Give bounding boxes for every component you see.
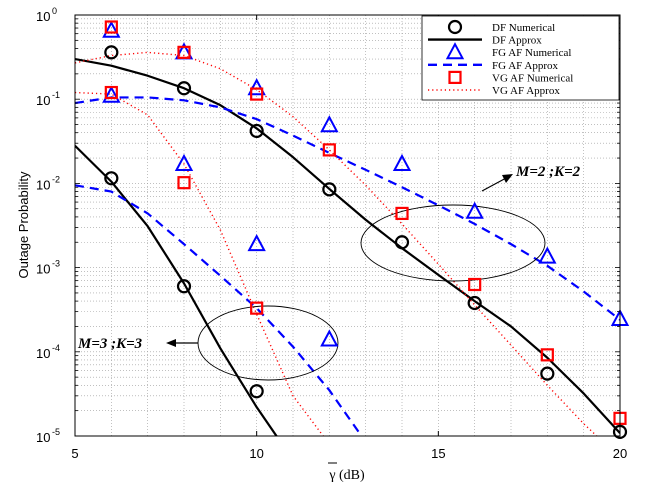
data-point-df-numerical-m2	[249, 123, 264, 139]
annotation-m3k3: M=3 ;K=3	[77, 336, 198, 352]
y-tick-label: 10	[36, 262, 50, 277]
data-point-vg-af-numerical-m2	[177, 45, 191, 59]
series-line-fg-af-approx-m2	[75, 96, 620, 321]
data-point-df-numerical-m3	[249, 384, 264, 399]
y-axis-label: Outage Probability	[16, 171, 31, 278]
data-point-fg-af-numerical-m2	[247, 78, 266, 96]
y-tick-label: 10	[36, 93, 50, 108]
x-tick-label: 15	[431, 446, 445, 461]
series-line-fg-af-approx-m3	[75, 184, 363, 436]
plot-frame	[74, 14, 621, 437]
legend-item: DF Numerical	[447, 19, 555, 35]
legend-marker-circle	[447, 19, 463, 35]
data-point-df-numerical-m3	[176, 279, 192, 294]
legend-item: FG AF Numerical	[445, 42, 571, 60]
data-point-df-numerical-m2	[540, 366, 555, 381]
data-point-fg-af-numerical-m2	[102, 20, 121, 38]
x-axis-label: γ (dB)	[328, 462, 365, 483]
data-point-fg-af-numerical-m2	[465, 201, 484, 219]
series-line-df-approx-m2	[75, 57, 620, 434]
y-tick-label: 10	[36, 9, 50, 24]
data-point-fg-af-numerical-m3	[102, 85, 121, 103]
y-tick-label: 10	[36, 430, 50, 445]
data-point-df-numerical-m2	[322, 182, 337, 197]
legend-label: DF Numerical	[492, 22, 555, 34]
series-lines	[75, 51, 620, 436]
x-tick-label: 5	[71, 446, 78, 461]
y-tick-exponent: -3	[52, 259, 60, 269]
x-tick-label: 20	[613, 446, 627, 461]
data-point-df-numerical-m2	[104, 45, 119, 60]
legend-item: VG AF Numerical	[448, 70, 573, 85]
y-tick-exponent: 0	[52, 6, 57, 16]
annotation-arrow-m2k2	[481, 176, 509, 192]
annotation-label-m2k2: M=2 ;K=2	[515, 164, 581, 180]
x-tick-label: 10	[249, 446, 263, 461]
x-tick-labels: 5 10 15 20	[71, 446, 627, 461]
y-tick-exponent: -1	[52, 90, 60, 100]
data-point-fg-af-numerical-m2	[320, 115, 339, 133]
data-point-vg-af-numerical-m2	[540, 348, 554, 362]
annotation-m2k2: M=2 ;K=2	[481, 164, 581, 192]
x-axis-label-text: γ (dB)	[328, 468, 365, 483]
y-tick-exponent: -2	[52, 174, 60, 184]
series-line-df-approx-m3	[75, 144, 278, 436]
data-point-df-numerical-m2	[467, 295, 482, 311]
legend-marker-square	[448, 70, 462, 85]
y-tick-label: 10	[36, 346, 50, 361]
data-point-df-numerical-m3	[104, 171, 119, 186]
arrowhead-icon	[502, 174, 513, 183]
legend-label: VG AF Numerical	[492, 72, 573, 84]
data-point-fg-af-numerical-m3	[320, 329, 339, 347]
arrowhead-icon	[166, 339, 176, 347]
y-tick-exponent: -5	[52, 427, 60, 437]
ellipse-m2k2	[360, 204, 546, 282]
grid	[75, 15, 620, 436]
data-point-vg-af-numerical-m2	[322, 143, 336, 157]
annotation-label-m3k3: M=3 ;K=3	[77, 336, 143, 352]
series-line-vg-af-approx-m3	[75, 91, 325, 436]
data-point-vg-af-numerical-m3	[177, 176, 191, 190]
legend-item: DF Approx	[428, 35, 542, 47]
legend-label: DF Approx	[492, 35, 542, 47]
data-point-vg-af-numerical-m2	[395, 206, 409, 221]
data-point-fg-af-numerical-m2	[392, 153, 412, 171]
data-point-fg-af-numerical-m2	[538, 246, 557, 264]
y-tick-label: 10	[36, 177, 50, 192]
data-point-fg-af-numerical-m3	[247, 234, 266, 252]
data-point-vg-af-numerical-m2	[104, 20, 118, 34]
legend-label: FG AF Numerical	[492, 47, 571, 59]
data-point-df-numerical-m2	[176, 81, 192, 96]
legend-label: VG AF Approx	[492, 85, 560, 97]
data-point-vg-af-numerical-m2	[468, 277, 482, 292]
axes	[74, 14, 621, 437]
legend-item: VG AF Approx	[428, 85, 560, 97]
data-point-vg-af-numerical-m3	[250, 301, 264, 315]
data-point-df-numerical-m2	[394, 235, 410, 250]
legend-item: FG AF Approx	[428, 60, 559, 72]
y-tick-exponent: -4	[52, 343, 60, 353]
legend-label: FG AF Approx	[492, 60, 559, 72]
legend-marker-triangle	[445, 42, 465, 60]
data-point-vg-af-numerical-m3	[104, 85, 118, 100]
data-point-vg-af-numerical-m2	[250, 87, 264, 101]
data-point-fg-af-numerical-m3	[174, 153, 194, 171]
